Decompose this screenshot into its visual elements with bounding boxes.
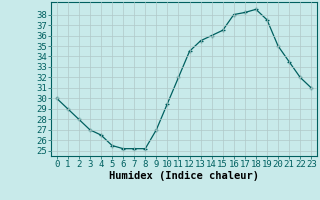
X-axis label: Humidex (Indice chaleur): Humidex (Indice chaleur) <box>109 171 259 181</box>
